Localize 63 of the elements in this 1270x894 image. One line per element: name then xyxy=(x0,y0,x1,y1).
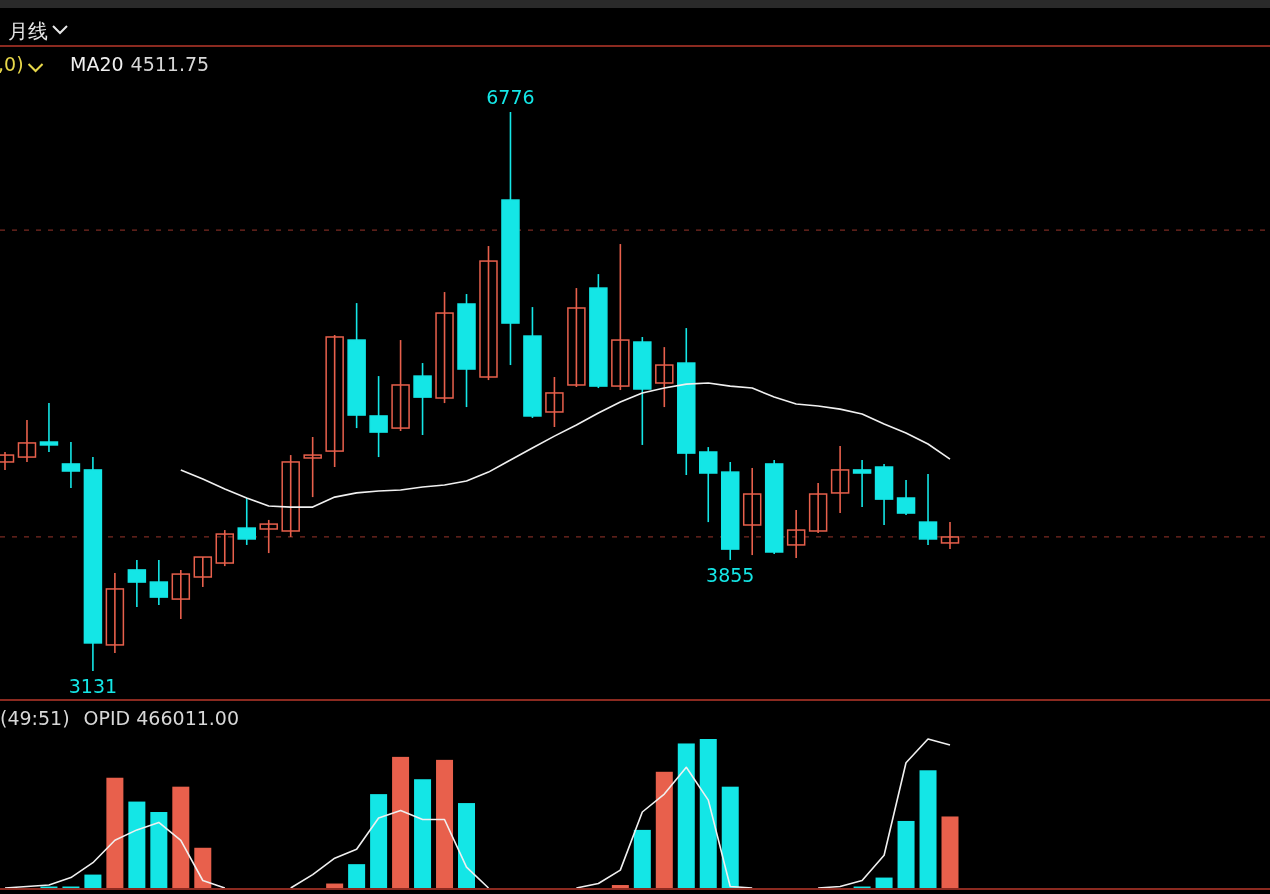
candlestick xyxy=(105,572,125,654)
candlestick xyxy=(545,376,564,428)
bar xyxy=(172,786,190,888)
bar xyxy=(392,756,410,888)
candlestick xyxy=(611,243,630,391)
candlestick xyxy=(918,473,938,546)
candlestick xyxy=(479,245,498,381)
bar xyxy=(721,786,739,888)
candlestick xyxy=(171,569,191,620)
annotation: 6776 xyxy=(486,86,535,108)
bar xyxy=(699,739,717,888)
bar xyxy=(194,847,212,888)
candlestick xyxy=(61,441,81,489)
candlestick xyxy=(567,287,586,388)
text: (49:51) xyxy=(0,707,70,729)
bar xyxy=(941,816,959,888)
bar xyxy=(458,803,476,888)
bar xyxy=(106,777,124,888)
candlestick xyxy=(215,529,235,567)
candlestick xyxy=(369,375,388,458)
bar xyxy=(414,779,432,888)
bar xyxy=(348,864,366,888)
bar xyxy=(150,812,168,888)
candlestick xyxy=(127,559,147,608)
candlestick xyxy=(39,402,59,453)
annotation: 3855 xyxy=(706,563,755,586)
bar xyxy=(611,885,629,888)
candlestick xyxy=(303,436,322,498)
text: ,0) xyxy=(0,53,24,75)
candlestick xyxy=(259,519,278,554)
chart-title: 月线 xyxy=(8,19,48,43)
bar xyxy=(655,771,673,888)
candlestick xyxy=(435,291,454,404)
bar xyxy=(370,794,388,888)
candlestick xyxy=(281,454,300,538)
candlestick xyxy=(830,445,850,514)
candlestick xyxy=(896,479,916,516)
candlestick xyxy=(786,509,806,559)
candlestick xyxy=(237,497,256,546)
bar xyxy=(436,759,454,888)
bar xyxy=(677,743,695,888)
text: MA20 xyxy=(70,53,124,75)
candlestick xyxy=(699,446,718,523)
candlestick xyxy=(325,334,344,468)
candlestick xyxy=(391,339,410,432)
text: OPID 466011.00 xyxy=(83,707,240,729)
bar xyxy=(128,801,146,888)
candlestick xyxy=(413,362,432,436)
candlestick xyxy=(655,346,674,408)
bar xyxy=(897,820,915,888)
annotation: 3131 xyxy=(68,675,118,697)
bar xyxy=(919,770,937,888)
bar xyxy=(84,874,102,888)
candlestick xyxy=(808,482,828,534)
bar xyxy=(875,877,893,888)
candlestick xyxy=(742,467,762,556)
text: 4511.75 xyxy=(130,53,210,75)
candlestick xyxy=(852,459,872,508)
bar xyxy=(633,829,651,888)
candlestick xyxy=(193,556,213,588)
candlestick xyxy=(940,521,960,550)
candlestick xyxy=(17,419,37,463)
candlestick xyxy=(149,559,169,606)
